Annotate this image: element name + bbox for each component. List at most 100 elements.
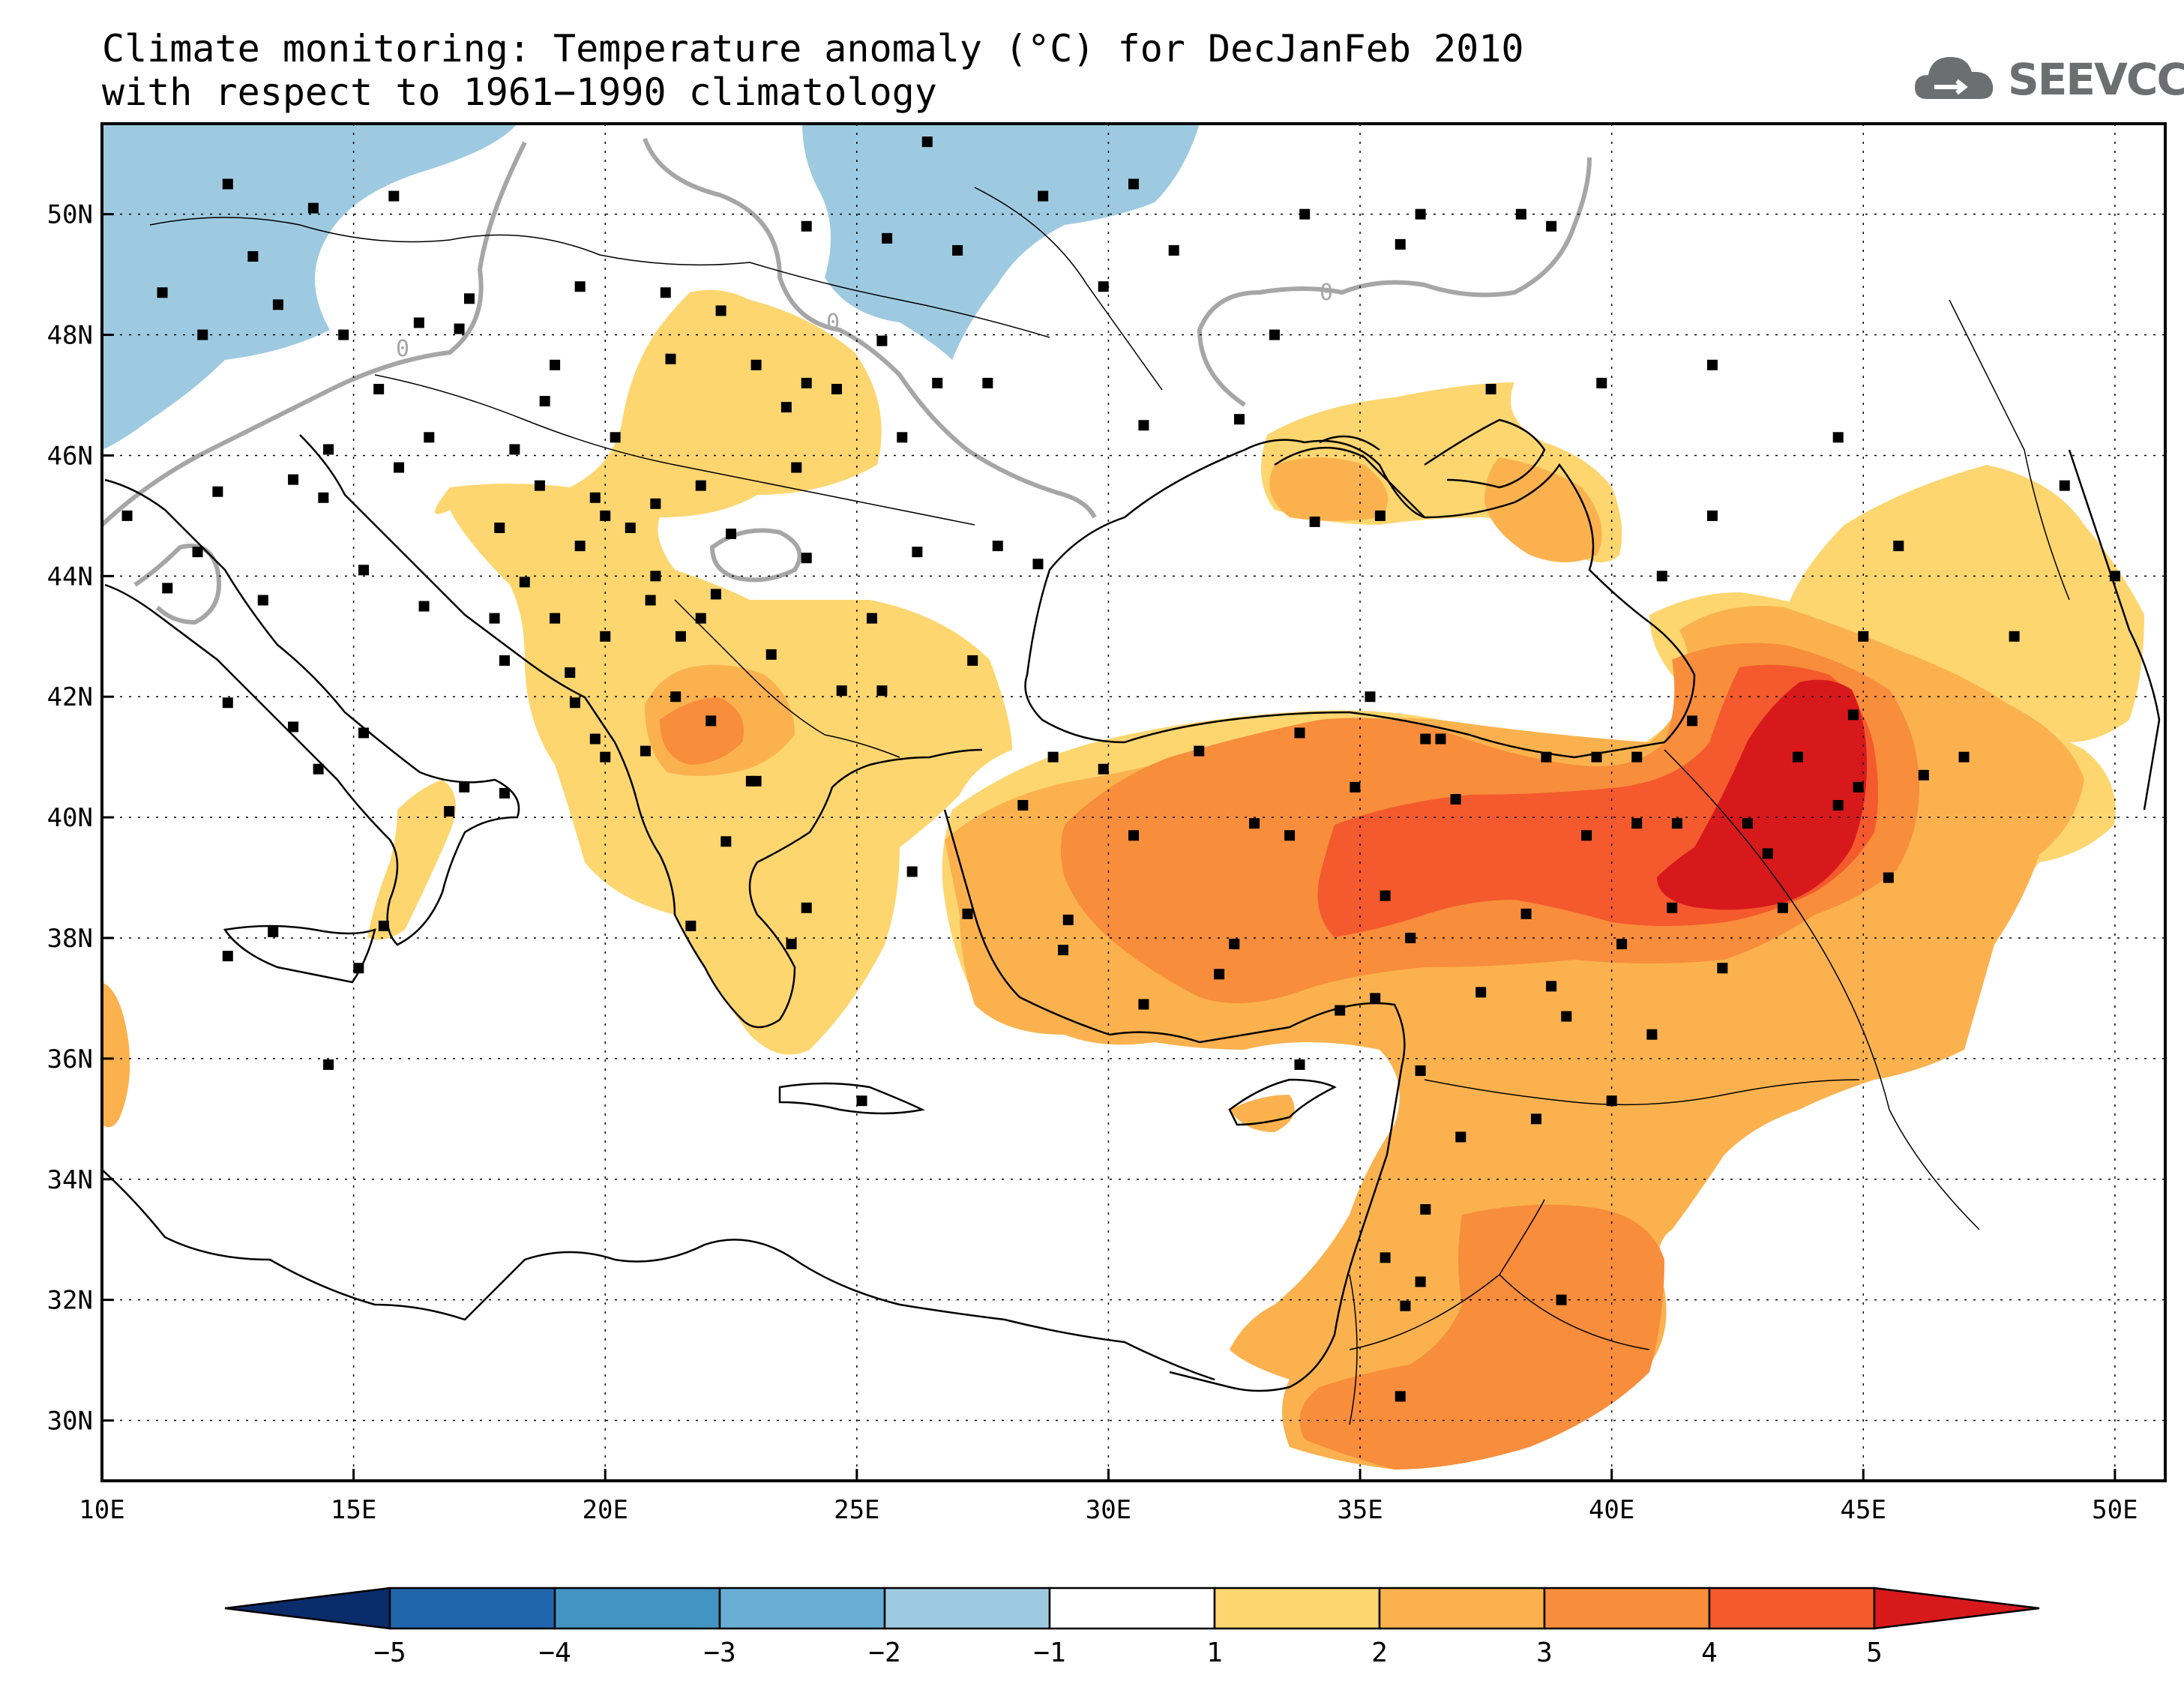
colorbar-box bbox=[1543, 1587, 1711, 1630]
station-marker bbox=[660, 287, 671, 298]
station-marker bbox=[721, 836, 732, 847]
x-tick-label: 15E bbox=[331, 1495, 376, 1525]
station-marker bbox=[257, 595, 268, 606]
station-marker bbox=[801, 902, 812, 913]
station-marker bbox=[1475, 987, 1487, 998]
colorbar-label: 3 bbox=[1536, 1638, 1553, 1668]
crete-coast bbox=[778, 1082, 925, 1115]
station-marker bbox=[1853, 781, 1864, 793]
station-marker bbox=[1365, 691, 1376, 703]
station-marker bbox=[600, 510, 611, 521]
station-marker bbox=[1687, 715, 1698, 727]
station-marker bbox=[1032, 559, 1044, 570]
station-marker bbox=[1762, 848, 1773, 859]
station-marker bbox=[645, 595, 656, 606]
station-marker bbox=[1168, 244, 1179, 256]
station-marker bbox=[1706, 510, 1718, 521]
station-marker bbox=[882, 232, 893, 244]
colorbar-box bbox=[1213, 1587, 1381, 1630]
station-marker bbox=[1294, 1059, 1305, 1070]
station-marker bbox=[866, 613, 877, 624]
station-marker bbox=[1646, 1029, 1658, 1040]
border-g bbox=[1949, 299, 2070, 601]
contour-label-0-b: 0 bbox=[826, 310, 840, 336]
colorbar-label: −5 bbox=[373, 1638, 406, 1668]
colorbar-box bbox=[718, 1587, 886, 1630]
station-marker bbox=[992, 541, 1003, 552]
station-marker bbox=[1858, 631, 1869, 642]
station-marker bbox=[1415, 1276, 1426, 1287]
x-tick-label: 20E bbox=[583, 1495, 628, 1525]
station-marker bbox=[1631, 818, 1643, 829]
station-marker bbox=[982, 377, 993, 388]
colorbar-box bbox=[883, 1587, 1051, 1630]
country-borders bbox=[149, 187, 2070, 1425]
station-marker bbox=[378, 920, 389, 931]
station-marker bbox=[831, 383, 842, 394]
station-marker bbox=[695, 480, 706, 491]
station-marker bbox=[1350, 781, 1361, 793]
station-marker bbox=[1017, 800, 1029, 811]
colorbar-arrow-high bbox=[1873, 1587, 2040, 1630]
zero-contour-ukraine bbox=[1197, 157, 1592, 407]
station-marker bbox=[1656, 571, 1667, 582]
station-marker bbox=[1138, 999, 1149, 1010]
station-marker bbox=[1606, 1095, 1617, 1107]
colorbar: −5 −4 −3 −2 −1 1 2 3 4 5 bbox=[224, 1587, 2040, 1668]
y-tick-label: 48N bbox=[47, 321, 93, 351]
north-africa-coast bbox=[102, 1169, 1215, 1381]
station-marker bbox=[640, 745, 651, 757]
station-marker bbox=[1546, 220, 1557, 232]
x-tick-label: 50E bbox=[2092, 1495, 2138, 1525]
station-marker bbox=[1918, 769, 1929, 781]
station-marker bbox=[1832, 800, 1844, 811]
y-axis: 30N 32N 34N 36N 38N 40N 42N 44N 46N 48N 50N bbox=[47, 200, 114, 1437]
station-marker bbox=[1671, 818, 1682, 829]
station-marker bbox=[1581, 830, 1592, 841]
station-marker bbox=[323, 444, 334, 455]
station-marker bbox=[1038, 190, 1049, 202]
warm-anomaly-sicily bbox=[367, 780, 456, 940]
colorbar-label: 1 bbox=[1206, 1638, 1223, 1668]
station-marker bbox=[550, 359, 561, 370]
border-h bbox=[974, 187, 1163, 391]
station-marker bbox=[932, 377, 943, 388]
station-marker bbox=[222, 697, 233, 709]
station-marker bbox=[1062, 914, 1074, 925]
station-marker bbox=[1777, 902, 1788, 913]
warm-anomaly-caucasus-north bbox=[1784, 465, 2144, 742]
station-marker bbox=[1561, 1011, 1572, 1022]
station-marker bbox=[550, 613, 561, 624]
station-marker bbox=[1541, 751, 1552, 763]
station-marker bbox=[1405, 933, 1416, 943]
station-marker bbox=[1233, 414, 1245, 425]
station-marker bbox=[1515, 208, 1526, 220]
station-marker bbox=[1616, 939, 1628, 950]
map-title: Climate monitoring: Temperature anomaly … bbox=[102, 27, 1523, 114]
station-marker bbox=[418, 601, 430, 612]
station-marker bbox=[463, 293, 475, 304]
station-marker bbox=[1194, 745, 1205, 757]
y-tick-label: 38N bbox=[47, 924, 93, 954]
station-marker bbox=[394, 462, 405, 473]
station-marker bbox=[876, 685, 888, 697]
station-marker bbox=[318, 492, 329, 503]
station-marker bbox=[192, 547, 203, 558]
station-marker bbox=[836, 685, 847, 697]
station-marker bbox=[1284, 830, 1296, 841]
border-c bbox=[674, 599, 900, 758]
border-f bbox=[1349, 1199, 1650, 1425]
station-marker bbox=[1596, 377, 1607, 388]
station-marker bbox=[650, 571, 661, 582]
levant-coast bbox=[1169, 1064, 1404, 1392]
y-tick-label: 32N bbox=[47, 1286, 93, 1316]
station-marker bbox=[710, 589, 721, 600]
station-marker bbox=[695, 613, 706, 624]
station-marker bbox=[288, 721, 299, 733]
station-marker bbox=[1530, 1113, 1541, 1125]
station-marker bbox=[121, 510, 133, 521]
station-marker bbox=[539, 396, 550, 407]
station-marker bbox=[1098, 763, 1109, 775]
station-marker bbox=[494, 522, 505, 533]
station-marker bbox=[1128, 830, 1139, 841]
